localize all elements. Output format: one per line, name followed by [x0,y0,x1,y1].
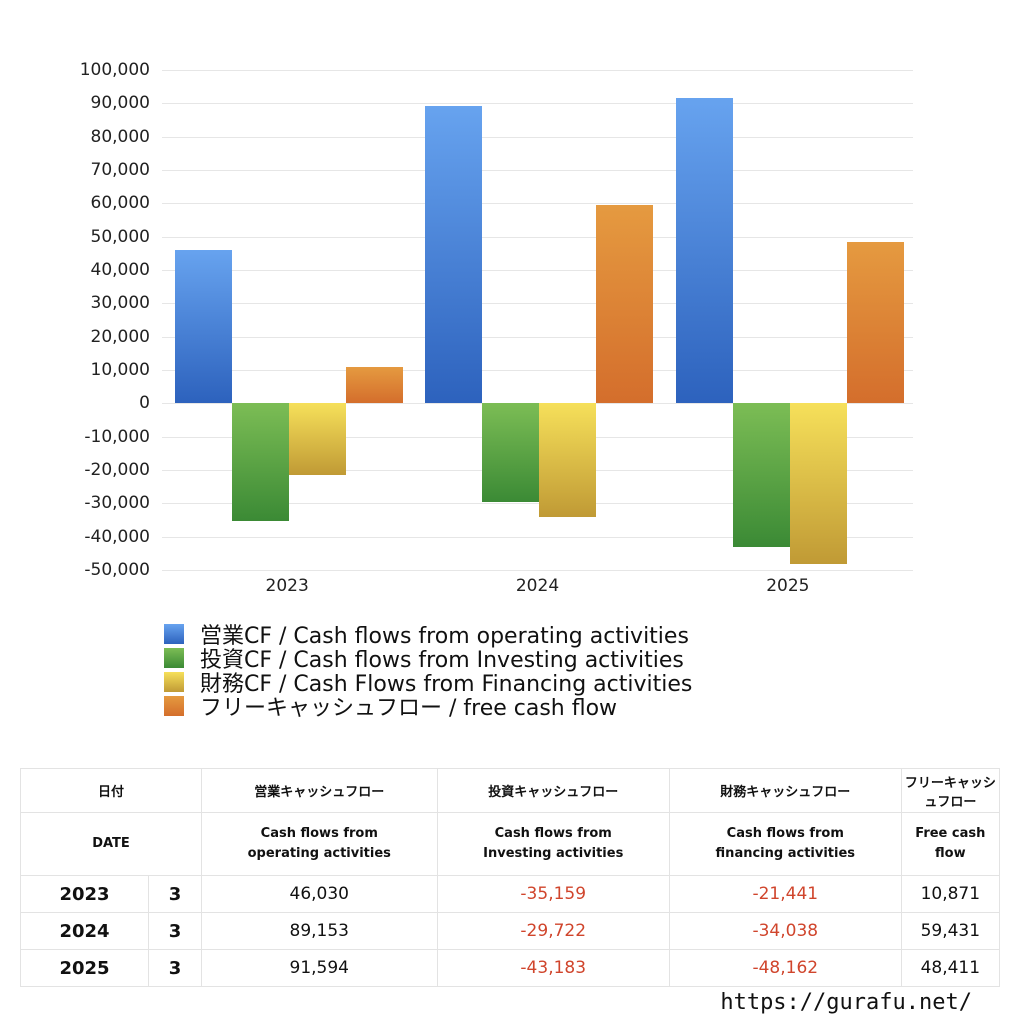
y-tick-label: 40,000 [90,260,150,280]
legend-item-investing: 投資CF / Cash flows from Investing activit… [164,646,692,673]
bar-2023-series-1 [232,403,289,521]
row-year: 2025 [20,949,149,987]
gridline [162,103,913,105]
cell-financing: -21,441 [668,875,902,913]
x-tick-label: 2025 [766,576,810,596]
cell-investing: -43,183 [436,949,670,987]
legend-swatch-investing [164,648,184,668]
gridline [162,136,913,138]
row-month: 3 [148,912,202,950]
y-tick-label: -40,000 [84,526,150,547]
y-tick-label: 50,000 [90,226,150,247]
y-tick-label: -50,000 [84,560,150,580]
bar-2025-series-1 [732,403,790,548]
cell-financing: -34,038 [668,912,902,950]
legend-label: 投資CF / Cash flows from Investing activit… [200,648,684,673]
gridline [162,236,913,238]
gridline [162,70,913,71]
header-financing-jp: 財務キャッシュフロー [668,768,902,813]
gridline [162,170,913,171]
cell-financing: -48,162 [668,949,902,987]
row-month: 3 [148,875,202,913]
y-tick-label: -30,000 [84,493,150,514]
bar-2024-series-3 [596,205,654,404]
site-url[interactable]: https://gurafu.net/ [720,990,972,1015]
header-operating-jp: 営業キャッシュフロー [201,768,438,813]
gridline [162,536,913,538]
y-tick-label: 0 [139,393,150,414]
cell-operating: 91,594 [201,949,438,987]
cell-operating: 89,153 [201,912,438,950]
gridline [162,370,913,371]
bar-2025-series-0 [675,98,733,404]
y-tick-label: 20,000 [90,326,150,347]
legend-label: 財務CF / Cash Flows from Financing activit… [200,672,693,697]
header-investing-en: Cash flows from Investing activities [436,812,670,876]
y-tick-label: 60,000 [90,193,150,214]
cell-investing: -35,159 [436,875,670,913]
bar-2024-series-1 [482,403,540,503]
legend-label: 営業CF / Cash flows from operating activit… [200,624,689,649]
header-operating-en: Cash flows from operating activities [201,812,438,876]
cash-flow-table: 日付 営業キャッシュフロー 投資キャッシュフロー 財務キャッシュフロー フリーキ… [20,768,1001,987]
header-date-en: DATE [20,812,202,876]
legend-label: フリーキャッシュフロー / free cash flow [200,696,618,721]
table-row: 2024 3 89,153 -29,722 -34,038 59,431 [20,912,1001,950]
header-free-en: Free cash flow [900,812,1001,876]
y-tick-label: -10,000 [84,426,150,447]
legend-item-operating: 営業CF / Cash flows from operating activit… [164,622,692,649]
gridline [162,503,913,505]
gridline [162,270,913,271]
legend-swatch-free [164,696,184,716]
chart-legend: 営業CF / Cash flows from operating activit… [164,622,692,721]
y-tick-label: 80,000 [90,126,150,147]
y-tick-label: 100,000 [79,60,150,80]
header-free-jp: フリーキャッシュフロー [900,768,1001,813]
header-date-jp: 日付 [20,768,202,813]
bar-2024-series-2 [539,403,597,517]
table-header-row-jp: 日付 営業キャッシュフロー 投資キャッシュフロー 財務キャッシュフロー フリーキ… [20,768,1001,813]
bar-2023-series-0 [175,249,232,404]
bar-2025-series-2 [789,403,847,564]
bar-2024-series-0 [425,106,483,404]
gridline [162,203,913,205]
table-row: 2025 3 91,594 -43,183 -48,162 48,411 [20,949,1001,987]
row-year: 2023 [20,875,149,913]
y-tick-label: 10,000 [90,360,150,380]
header-investing-jp: 投資キャッシュフロー [436,768,670,813]
legend-item-financing: 財務CF / Cash Flows from Financing activit… [164,670,692,697]
cell-investing: -29,722 [436,912,670,950]
cell-free: 59,431 [900,912,1001,950]
x-tick-label: 2024 [515,576,560,596]
cell-free: 48,411 [900,949,1001,987]
y-tick-label: 70,000 [90,160,150,180]
gridline [162,303,913,305]
table-header-row-en: DATE Cash flows from operating activitie… [20,812,1001,876]
bar-2023-series-3 [346,367,403,404]
row-month: 3 [148,949,202,987]
bar-2023-series-2 [289,403,346,475]
cash-flow-bar-chart: 100,000 90,000 80,000 70,000 60,000 50,000 40,… [79,60,913,596]
legend-item-free: フリーキャッシュフロー / free cash flow [164,694,692,721]
cell-free: 10,871 [900,875,1001,913]
legend-swatch-operating [164,624,184,644]
gridline [162,570,913,571]
x-tick-label: 2023 [265,576,309,596]
bar-2025-series-3 [846,241,904,404]
cell-operating: 46,030 [201,875,438,913]
y-tick-label: 90,000 [90,93,150,114]
legend-swatch-financing [164,672,184,692]
y-tick-label: 30,000 [90,293,150,314]
y-tick-label: -20,000 [84,460,150,480]
gridline [162,336,913,338]
table-row: 2023 3 46,030 -35,159 -21,441 10,871 [20,875,1001,913]
header-financing-en: Cash flows from financing activities [668,812,902,876]
row-year: 2024 [20,912,149,950]
